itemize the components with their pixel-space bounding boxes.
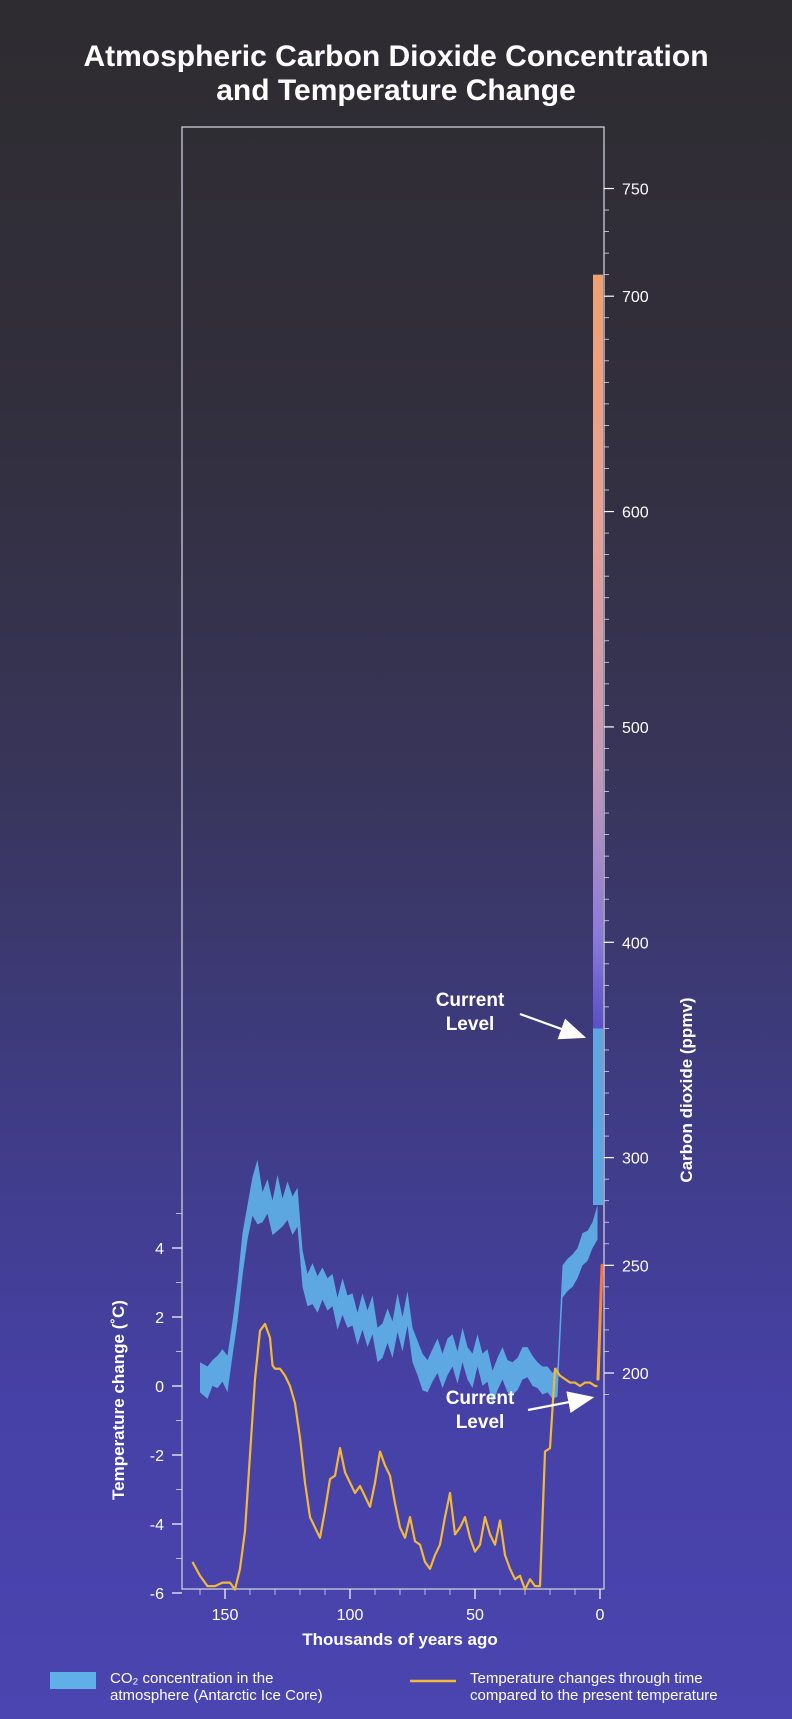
co2-tick-label: 200 [622,1366,649,1383]
annotation-layer: Current Level Current Level [436,990,595,1433]
co2-band [200,1159,598,1406]
temperature-line [191,1322,598,1591]
chart-title-line-1: Atmospheric Carbon Dioxide Concentration [83,40,708,73]
co2-axis-title: Carbon dioxide (ppmv) [677,997,696,1182]
co2-tick-label: 700 [622,289,649,306]
temperature-current-level-label-line-2: Level [456,1412,505,1433]
co2-tick-label: 250 [622,1258,649,1275]
temperature-tick-label: -6 [150,1586,164,1603]
time-tick-label: 150 [212,1607,239,1624]
temperature-tick-label: -2 [150,1448,164,1465]
co2-tick-label: 400 [622,935,649,952]
temperature-tick-label: -4 [150,1517,164,1534]
temperature-axis: 4 2 0 -2 -4 -6 [150,1213,182,1603]
legend-temperature-label-line-2: compared to the present temperature [470,1687,718,1704]
legend-temperature-label-line-1: Temperature changes through time [470,1670,703,1687]
time-tick-label: 0 [596,1607,605,1624]
time-tick-label: 50 [466,1607,484,1624]
legend-co2-swatch [50,1672,96,1689]
time-axis-title: Thousands of years ago [302,1630,498,1649]
co2-tick-label: 300 [622,1151,649,1168]
temperature-projection-line [596,1263,604,1381]
time-tick-label: 100 [337,1607,364,1624]
legend-co2-label-line-1: CO₂ concentration in the [110,1670,273,1687]
temperature-current-level-label-line-1: Current [446,1388,515,1409]
co2-axis: 750 700 600 500 400 300 250 200 [603,127,649,1589]
temperature-tick-label: 2 [155,1310,164,1327]
co2-modern-rise [593,1028,603,1206]
temperature-axis-title: Temperature change (˚C) [109,1300,128,1500]
chart-title-line-2: and Temperature Change [216,74,576,107]
co2-projection-bar [593,274,603,1029]
co2-current-level-arrow [519,1012,587,1040]
temperature-tick-label: 0 [155,1379,164,1396]
time-axis: 150 100 50 0 [199,1589,605,1624]
legend-co2-label-line-2: atmosphere (Antarctic Ice Core) [110,1687,323,1704]
co2-current-level-label-line-1: Current [436,990,505,1011]
co2-tick-label: 500 [622,720,649,737]
temperature-tick-label: 4 [155,1241,164,1258]
co2-tick-label: 600 [622,505,649,522]
series-layer [191,274,604,1591]
temperature-current-level-arrow [527,1391,595,1413]
co2-current-level-label-line-2: Level [446,1014,495,1035]
co2-tick-label: 750 [622,182,649,199]
